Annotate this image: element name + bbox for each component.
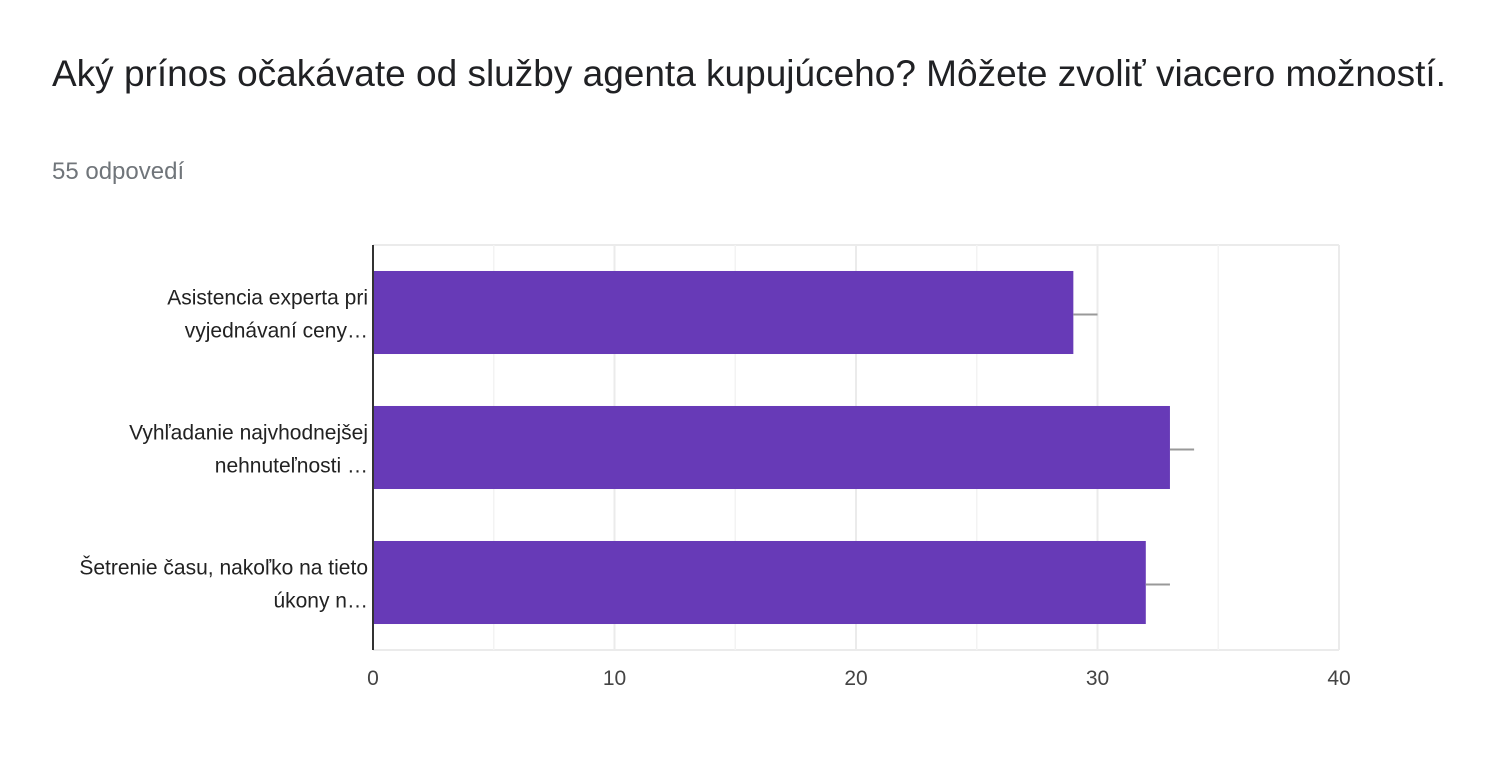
x-tick-label: 20 [844,667,867,690]
bars [373,270,1170,625]
x-tick-label: 40 [1327,667,1350,690]
x-tick-label: 10 [603,667,626,690]
category-label: Šetrenie času, nakoľko na tieto [79,557,368,580]
bar [373,270,1074,355]
category-label: úkony n… [273,590,368,613]
bar [373,540,1146,625]
response-count: 55 odpovedí [52,158,185,185]
category-labels: Asistencia experta pri vyjednávaní ceny… V… [79,287,368,613]
category-label: Asistencia experta pri [167,287,368,310]
error-whiskers [1073,313,1195,586]
category-label: nehnuteľnosti … [215,455,368,478]
category-label: Vyhľadanie najvhodnejšej [129,422,368,445]
bar [373,405,1170,490]
tick-labels: 0 10 20 30 40 [367,667,1351,690]
category-label: vyjednávaní ceny… [185,320,368,343]
question-title: Aký prínos očakávate od služby agenta ku… [52,53,1446,94]
x-tick-label: 0 [367,667,379,690]
x-tick-label: 30 [1086,667,1109,690]
